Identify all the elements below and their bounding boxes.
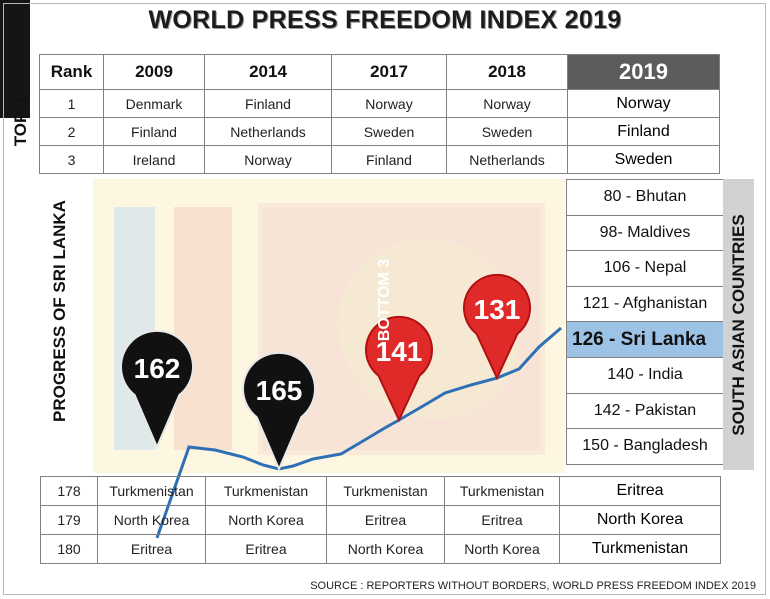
header-2009: 2009 — [103, 54, 205, 90]
country-cell: Norway — [204, 145, 332, 174]
country-cell: Eritrea — [97, 534, 206, 564]
country-cell-2019: Norway — [567, 89, 720, 118]
country-cell: Turkmenistan — [97, 476, 206, 506]
progress-line-chart: 162 165 141 131 — [120, 273, 562, 539]
south-asia-ranking-list: 80 - Bhutan 98- Maldives 106 - Nepal 121 - … — [566, 179, 724, 465]
south-asia-item: 142 - Pakistan — [567, 393, 724, 430]
south-asia-item: 121 - Afghanistan — [567, 286, 724, 323]
table-row: 179 North Korea North Korea Eritrea Erit… — [40, 505, 721, 535]
country-cell: North Korea — [205, 505, 327, 535]
country-cell: Netherlands — [204, 117, 332, 146]
rank-cell: 3 — [39, 145, 104, 174]
country-cell: Finland — [103, 117, 205, 146]
south-asia-item: 80 - Bhutan — [567, 180, 724, 216]
country-cell: Turkmenistan — [444, 476, 560, 506]
country-cell-2019: Turkmenistan — [559, 534, 721, 564]
table-row: 3 Ireland Norway Finland Netherlands Swe… — [39, 145, 720, 174]
bottom3-label-bar: BOTTOM 3 — [0, 0, 393, 341]
infographic-frame — [3, 3, 766, 595]
rank-cell: 180 — [40, 534, 98, 564]
bottom3-label: BOTTOM 3 — [376, 258, 393, 341]
rank-cell: 179 — [40, 505, 98, 535]
country-cell: North Korea — [97, 505, 206, 535]
country-cell: Norway — [331, 89, 447, 118]
south-asia-item: 98- Maldives — [567, 215, 724, 252]
page-title: WORLD PRESS FREEDOM INDEX 2019 — [148, 6, 622, 34]
progress-label: PROGRESS OF SRI LANKA — [50, 200, 69, 422]
country-cell: Finland — [331, 145, 447, 174]
country-cell: Eritrea — [326, 505, 445, 535]
pin-marker — [242, 351, 316, 472]
table-row: 1 Denmark Finland Norway Norway Norway — [39, 89, 720, 118]
rank-cell: 178 — [40, 476, 98, 506]
pin-rank-label: 162 — [134, 353, 181, 384]
rank-cell: 1 — [39, 89, 104, 118]
top3-header-row: Rank 2009 2014 2017 2018 2019 — [39, 54, 720, 90]
country-cell: North Korea — [444, 534, 560, 564]
source-note: SOURCE : REPORTERS WITHOUT BORDERS, WORL… — [310, 580, 756, 592]
header-2018: 2018 — [446, 54, 568, 90]
pin-marker — [463, 273, 531, 381]
table-row: 178 Turkmenistan Turkmenistan Turkmenist… — [40, 476, 721, 506]
header-rank: Rank — [39, 54, 104, 90]
rank-cell: 2 — [39, 117, 104, 146]
pin-rank-label: 131 — [474, 294, 521, 325]
country-cell: Norway — [446, 89, 568, 118]
country-cell: Finland — [204, 89, 332, 118]
country-cell-2019: North Korea — [559, 505, 721, 535]
country-cell: Eritrea — [444, 505, 560, 535]
table-row: 180 Eritrea Eritrea North Korea North Ko… — [40, 534, 721, 564]
pin-marker — [365, 315, 433, 423]
south-asia-item: 150 - Bangladesh — [567, 429, 724, 465]
rank-pin-2018: 131 — [463, 273, 531, 381]
pin-marker — [120, 329, 194, 450]
country-cell: Turkmenistan — [326, 476, 445, 506]
pin-rank-label: 141 — [376, 336, 423, 367]
country-cell: Netherlands — [446, 145, 568, 174]
country-cell: Denmark — [103, 89, 205, 118]
country-cell: Sweden — [446, 117, 568, 146]
country-cell: Turkmenistan — [205, 476, 327, 506]
country-cell: Ireland — [103, 145, 205, 174]
country-cell: Sweden — [331, 117, 447, 146]
country-cell-2019: Eritrea — [559, 476, 721, 506]
header-2019: 2019 — [567, 54, 720, 90]
country-cell-2019: Finland — [567, 117, 720, 146]
bottom3-table: 178 Turkmenistan Turkmenistan Turkmenist… — [40, 476, 721, 564]
flag-orange-stripe — [174, 207, 232, 450]
table-row: 2 Finland Netherlands Sweden Sweden Finl… — [39, 117, 720, 146]
south-asia-item-highlighted: 126 - Sri Lanka — [567, 322, 724, 358]
country-cell: Eritrea — [205, 534, 327, 564]
south-asia-item: 140 - India — [567, 357, 724, 394]
top3-table: Rank 2009 2014 2017 2018 2019 1 Denmark … — [39, 54, 720, 174]
south-asia-label-bar: SOUTH ASIAN COUNTRIES — [723, 179, 754, 470]
header-2014: 2014 — [204, 54, 332, 90]
country-cell-2019: Sweden — [567, 145, 720, 174]
rank-pin-2017: 141 — [365, 315, 433, 423]
south-asia-item: 106 - Nepal — [567, 251, 724, 287]
top3-label: TOP 3 — [11, 97, 30, 147]
pin-rank-label: 165 — [256, 375, 303, 406]
header-2017: 2017 — [331, 54, 447, 90]
country-cell: North Korea — [326, 534, 445, 564]
rank-pin-2014: 165 — [242, 351, 316, 472]
rank-pin-2009: 162 — [120, 329, 194, 450]
south-asia-label: SOUTH ASIAN COUNTRIES — [728, 213, 748, 436]
